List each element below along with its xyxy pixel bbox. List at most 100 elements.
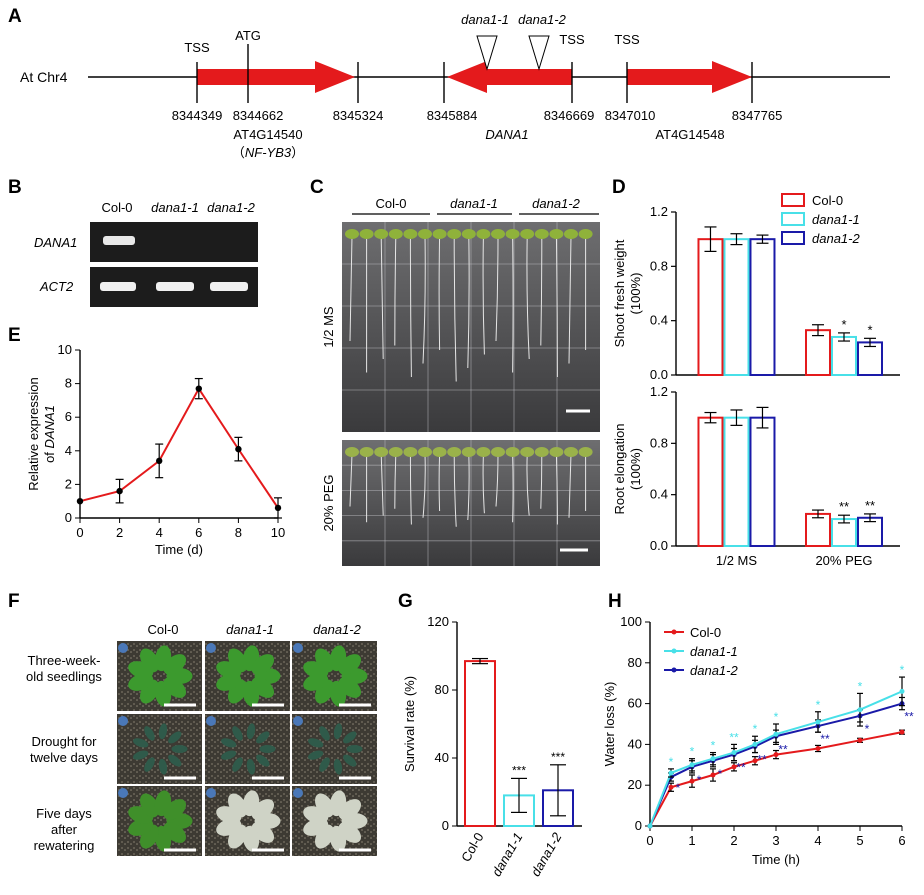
data-point — [195, 385, 202, 392]
data-point-dana1-1 — [710, 756, 716, 762]
rosette-leaf — [251, 799, 275, 820]
panel-label-d: D — [612, 177, 626, 198]
data-point — [76, 498, 84, 505]
rosette-leaf — [133, 738, 149, 748]
seedling-root — [568, 453, 572, 518]
plate-group-label-dana1-2: dana1-2 — [532, 196, 580, 211]
seedling-leaf — [564, 447, 578, 457]
pot-marker — [293, 643, 303, 653]
panel-a: A At Chr4 TSS ATG TSS TSS dana1-1 dana1-… — [8, 6, 890, 160]
seedling-root — [394, 235, 397, 346]
seedling-root — [438, 453, 441, 512]
x-tick-label-1: dana1-1 — [489, 830, 526, 879]
seedling-leaf — [432, 229, 447, 239]
y-tick-label: 0 — [65, 510, 72, 525]
panel-h: H 0 20 40 60 80 100 0 1 2 3 4 5 6 Time (h) Water loss … — [602, 591, 914, 867]
data-point-dana1-1 — [899, 688, 905, 694]
significance-label-dana1-2: ** — [778, 742, 788, 756]
y-tick-label: 1.2 — [650, 384, 668, 399]
rosette-leaf — [338, 654, 362, 675]
atg-label: ATG — [235, 28, 261, 43]
y-tick-label: 0.4 — [650, 487, 668, 502]
significance-label-dana1-1: ** — [729, 730, 739, 744]
data-point-Col-0 — [710, 772, 716, 778]
photo-tile — [205, 714, 290, 784]
significance-label-dana1-1: * — [669, 755, 674, 769]
panel-b: B Col-0 dana1-1 dana1-2 DANA1 ACT2 — [8, 177, 258, 307]
seedling-leaf — [476, 447, 491, 457]
significance-label-dana1-1: * — [858, 679, 863, 693]
y-axis-label-line1: Relative expression — [26, 377, 41, 490]
gel-lane-label-dana1-2: dana1-2 — [207, 200, 255, 215]
x-tick-label-2: dana1-2 — [528, 829, 565, 878]
rosette-leaf — [308, 738, 324, 748]
seedling-leaf — [564, 229, 578, 239]
photo-row-label-3-line3: rewatering — [34, 838, 95, 853]
rosette-leaf — [140, 793, 159, 818]
plate-group-label-dana1-1: dana1-1 — [450, 196, 498, 211]
rosette-leaf — [346, 745, 363, 753]
gel-band-act2-dana1-1 — [156, 282, 194, 291]
photo-row-label-1-line1: Three-week- — [28, 653, 101, 668]
gel-band-act2-col-0 — [100, 282, 136, 291]
x-tick-label: 4 — [156, 525, 163, 540]
x-tick-label: 1 — [688, 833, 695, 848]
rosette-leaf — [163, 654, 187, 675]
legend-label-dana1-1: dana1-1 — [812, 212, 860, 227]
significance-label: ** — [865, 498, 875, 513]
rosette-leaf — [168, 754, 182, 767]
y-tick-label: 80 — [435, 682, 449, 697]
y-axis-label: Root elongation — [612, 423, 627, 514]
coord-8345324: 8345324 — [333, 108, 384, 123]
legend-marker-Col-0 — [671, 629, 677, 635]
data-point — [235, 445, 242, 453]
gene-arrow-at4g14548 — [627, 61, 752, 93]
seedling-root — [555, 453, 558, 525]
y-tick-label: 20 — [628, 777, 642, 792]
legend-label-dana1-1: dana1-1 — [690, 644, 738, 659]
seedling-root — [349, 235, 353, 342]
chromosome-label: At Chr4 — [20, 69, 68, 85]
gene-arrow-nf-yb3 — [197, 61, 355, 93]
significance-label-dana1-2: ** — [904, 710, 914, 724]
y-tick-label: 0 — [442, 818, 449, 833]
significance-label: * — [867, 322, 872, 337]
seedling-root — [453, 453, 457, 527]
data-point-Col-0 — [857, 737, 863, 743]
seedling-root — [349, 453, 353, 507]
seedling-root — [568, 235, 572, 364]
seedling-root — [380, 453, 384, 516]
y-tick-label: 60 — [628, 696, 642, 711]
data-point — [274, 504, 282, 512]
seedling-root — [467, 235, 470, 369]
seedling-root — [512, 235, 514, 373]
photo-row-label-1-line2: old seedlings — [26, 669, 102, 684]
photo-row-label-2-line1: Drought for — [31, 734, 97, 749]
rosette-leaf — [158, 758, 168, 775]
rosette-leaf — [144, 757, 155, 772]
seedling-leaf — [447, 447, 462, 457]
y-tick-label: 0.4 — [650, 313, 668, 328]
seedling-leaf — [549, 229, 564, 239]
seedling-leaf — [476, 229, 491, 239]
mutant-label-dana1-1: dana1-1 — [461, 12, 509, 27]
gene-name-at4g14548: AT4G14548 — [655, 127, 724, 142]
data-point-Col-0 — [689, 778, 695, 784]
bar-Col-0-1/2 MS — [697, 238, 724, 376]
coord-8347765: 8347765 — [732, 108, 783, 123]
pot-marker — [118, 788, 128, 798]
gene-name-dana1: DANA1 — [485, 127, 528, 142]
chart-root-elongation: 0.0 0.4 0.8 1.2 Root elongation (100%) ** ** 1/2… — [612, 384, 900, 568]
rosette-leaf — [256, 754, 270, 767]
rosette-leaf — [158, 723, 168, 740]
x-tick-label: 0 — [646, 833, 653, 848]
pot-marker — [118, 716, 128, 726]
plate-condition-peg: 20% PEG — [321, 474, 336, 531]
x-tick-label: 2 — [730, 833, 737, 848]
x-tick-label-0: Col-0 — [458, 830, 487, 864]
seedling-leaf — [505, 229, 520, 239]
bar-dana1-1-20% PEG — [831, 518, 857, 547]
x-tick-label: 8 — [235, 525, 242, 540]
seedling-root — [482, 453, 485, 514]
data-point-Col-0 — [752, 758, 758, 764]
